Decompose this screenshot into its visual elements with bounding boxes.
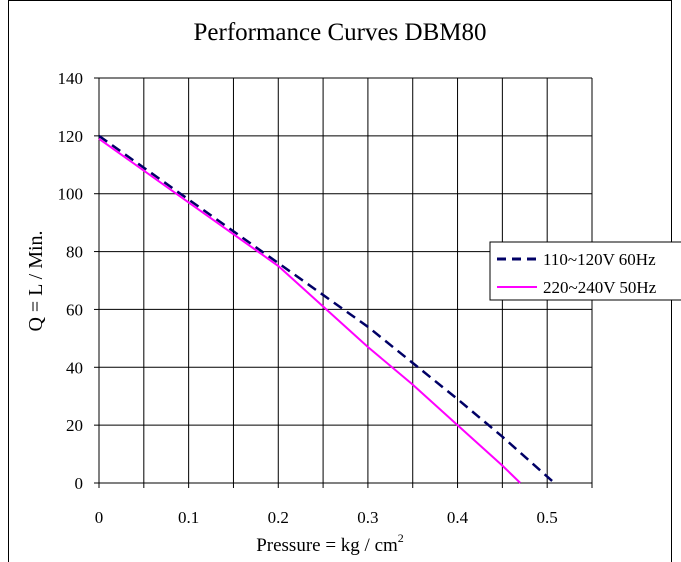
series-line-220-240v-50hz — [98, 137, 521, 484]
chart-title: Performance Curves DBM80 — [194, 19, 487, 46]
y-tick-label: 60 — [66, 300, 83, 319]
legend-label-110-120v: 110~120V 60Hz — [543, 250, 656, 269]
y-tick-label: 120 — [58, 127, 84, 146]
y-axis-label: Q = L / Min. — [25, 230, 47, 331]
y-tick-label: 0 — [75, 474, 84, 493]
x-tick-label: 0.4 — [447, 508, 469, 527]
y-tick-label: 140 — [58, 69, 84, 88]
legend: 110~120V 60Hz 220~240V 50Hz — [489, 241, 681, 301]
x-axis-label-superscript: 2 — [398, 531, 404, 545]
x-tick-label: 0.3 — [357, 508, 378, 527]
y-tick-label: 20 — [66, 416, 83, 435]
legend-label-220-240v: 220~240V 50Hz — [543, 278, 657, 297]
x-axis-label: Pressure = kg / cm2 — [256, 531, 404, 556]
series-line-110-120v-60hz — [98, 134, 556, 484]
y-tick-label: 100 — [58, 185, 84, 204]
x-tick-label: 0 — [95, 508, 104, 527]
y-tick-label: 80 — [66, 243, 83, 262]
y-tick-label: 40 — [66, 358, 83, 377]
x-tick-label: 0.5 — [537, 508, 558, 527]
x-tick-label: 0.2 — [268, 508, 289, 527]
legend-box — [489, 241, 681, 301]
x-tick-label: 0.1 — [178, 508, 199, 527]
x-axis-label-text: Pressure = kg / cm — [256, 535, 398, 556]
